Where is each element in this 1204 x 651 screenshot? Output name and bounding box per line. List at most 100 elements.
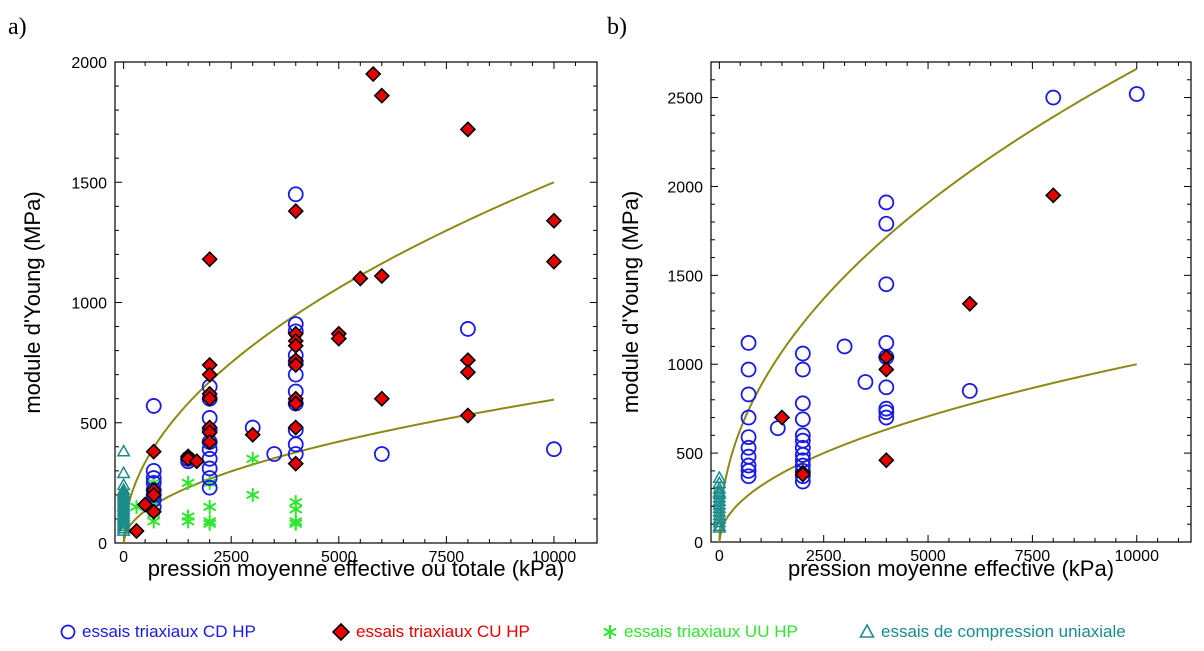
x-tick-label: 2500 xyxy=(213,549,249,566)
legend-label-cu: essais triaxiaux CU HP xyxy=(356,622,530,641)
panel-b: b) 0 2500 5000 7500 10000 0 500 1000 1500 2000 2500… xyxy=(607,14,1192,581)
point-cu xyxy=(287,455,304,472)
fit-curve-lower xyxy=(718,363,1137,542)
legend-label-uu: essais triaxiaux UU HP xyxy=(624,622,798,641)
point-cu xyxy=(330,330,347,347)
point-cd xyxy=(373,446,390,462)
y-tick-label: 2500 xyxy=(667,91,703,108)
legend-asterisk-marker-icon xyxy=(603,625,617,639)
point-cu xyxy=(545,253,563,270)
y-tick-label: 1000 xyxy=(667,357,703,374)
point-cd xyxy=(145,462,162,479)
point-uu xyxy=(203,475,217,490)
panel-label-b: b) xyxy=(607,14,627,40)
point-cd xyxy=(1128,86,1145,102)
point-cu xyxy=(961,295,978,312)
legend-item-uc: essais de compression uniaxiale xyxy=(857,622,1126,642)
point-cd xyxy=(546,441,562,458)
point-cd xyxy=(961,382,978,399)
point-uc xyxy=(116,521,131,534)
point-cd xyxy=(794,439,811,456)
point-cd xyxy=(740,439,757,456)
legend-label-uc: essais de compression uniaxiale xyxy=(881,622,1126,641)
point-cu xyxy=(287,395,304,412)
y-tick-label: 2000 xyxy=(667,179,703,196)
y-tick-label: 500 xyxy=(676,446,703,463)
point-uu xyxy=(289,516,303,531)
point-cu xyxy=(287,419,304,436)
point-cd xyxy=(878,215,895,232)
point-cd xyxy=(878,379,895,396)
plot-frame-b xyxy=(710,61,1192,543)
y-tick-label: 500 xyxy=(80,416,107,433)
point-cd xyxy=(740,361,757,378)
point-cd xyxy=(878,409,895,426)
point-cu xyxy=(459,364,477,381)
point-uc xyxy=(116,465,131,479)
x-tick-label: 7500 xyxy=(429,549,465,566)
point-cu xyxy=(136,496,154,513)
point-cu xyxy=(459,121,477,138)
panel-a: a) 0 2500 5000 7500 10000 0 500 1000 1500 2000 pres… xyxy=(8,14,598,581)
legend-item-uu: essais triaxiaux UU HP xyxy=(600,622,798,642)
legend-diamond-marker-icon xyxy=(331,622,351,642)
point-cu xyxy=(545,212,563,229)
point-cu xyxy=(244,426,261,443)
point-cu xyxy=(794,466,811,483)
legend-item-cd: essais triaxiaux CD HP xyxy=(58,622,256,642)
point-cd xyxy=(201,460,218,477)
point-cd xyxy=(287,436,304,453)
point-cu xyxy=(373,390,390,407)
point-cu xyxy=(373,267,390,285)
y-axis-title-a: module d'Young (MPa) xyxy=(20,191,45,413)
legend: essais triaxiaux CD HP essais triaxiaux … xyxy=(0,622,1204,648)
x-tick-label: 10000 xyxy=(532,549,577,566)
fit-curve-upper xyxy=(718,67,1138,542)
y-tick-label: 0 xyxy=(98,536,107,553)
point-cd xyxy=(836,338,853,355)
point-cu xyxy=(365,65,382,83)
point-cu xyxy=(201,390,218,407)
point-cu xyxy=(1045,187,1062,204)
point-uc xyxy=(116,516,131,529)
x-tick-label: 0 xyxy=(715,548,724,565)
point-cd xyxy=(740,386,757,403)
point-cd xyxy=(794,345,811,362)
point-cd xyxy=(878,194,895,211)
point-cd xyxy=(740,468,757,485)
point-uc xyxy=(116,444,131,457)
legend-circle-marker-icon xyxy=(60,624,76,640)
point-cu xyxy=(188,453,205,470)
y-tick-label: 2000 xyxy=(71,55,107,72)
y-axis-title-b: module d'Young (MPa) xyxy=(618,191,643,413)
point-cd xyxy=(740,462,757,479)
point-cd xyxy=(878,276,895,293)
point-cd xyxy=(1045,89,1062,106)
legend-item-cu: essais triaxiaux CU HP xyxy=(330,622,530,642)
legend-label-cd: essais triaxiaux CD HP xyxy=(82,622,256,641)
point-cu xyxy=(145,443,162,460)
point-cd xyxy=(878,404,895,421)
y-tick-label: 1500 xyxy=(71,175,107,192)
point-uc xyxy=(712,520,727,533)
figure: a)0 2500 5000 7500 100000500100015002000pres… xyxy=(8,14,1192,581)
point-cu xyxy=(145,486,162,504)
point-cu xyxy=(201,251,218,268)
point-uc xyxy=(712,514,727,528)
point-cd xyxy=(459,321,476,337)
point-cd xyxy=(287,186,304,203)
point-uu xyxy=(246,487,260,502)
point-cu xyxy=(287,356,304,374)
point-uu xyxy=(181,514,195,529)
point-cu xyxy=(459,407,477,424)
x-tick-label: 5000 xyxy=(910,548,946,565)
point-uu xyxy=(246,451,260,466)
point-cu xyxy=(201,433,218,451)
point-cu xyxy=(878,361,895,378)
point-cd xyxy=(878,334,895,351)
point-uc xyxy=(116,518,131,532)
point-cd xyxy=(740,429,757,446)
y-tick-label: 1500 xyxy=(667,268,703,285)
point-cd xyxy=(794,411,811,428)
y-tick-label: 0 xyxy=(694,535,703,552)
